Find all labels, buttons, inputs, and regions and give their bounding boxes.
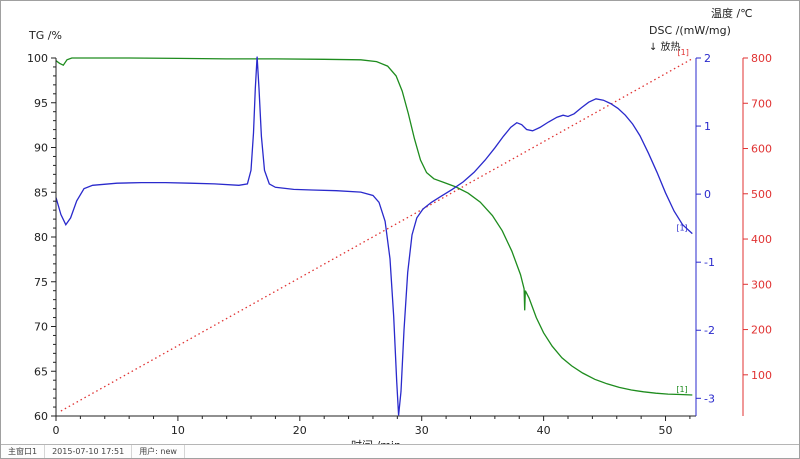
dsc-tick-label: 2 (704, 52, 711, 65)
curve-end-marker: [1] (678, 48, 689, 57)
status-window-title: 主窗口1 (1, 445, 46, 458)
status-user: 用户: new (132, 445, 185, 458)
status-datetime: 2015-07-10 17:51 (45, 445, 133, 458)
x-axis-title: 时间 /min (351, 439, 401, 446)
dsc-tick-label: -2 (704, 324, 715, 337)
tg-axis-title: TG /% (28, 29, 62, 42)
tg-tick-label: 65 (34, 365, 48, 378)
tg-tick-label: 60 (34, 410, 48, 423)
exothermic-down-label: ↓ 放热 (649, 40, 681, 53)
x-tick-label: 50 (659, 424, 673, 437)
temperature-tick-label: 800 (751, 52, 772, 65)
tg-curve (55, 57, 693, 396)
x-tick-label: 10 (171, 424, 185, 437)
tg-tick-label: 100 (27, 52, 48, 65)
temperature-curve (60, 57, 694, 412)
temperature-tick-label: 700 (751, 97, 772, 110)
dsc-tick-label: 1 (704, 120, 711, 133)
tg-tick-label: 95 (34, 97, 48, 110)
temperature-axis-title: 温度 /℃ (711, 6, 753, 20)
x-tick-label: 20 (293, 424, 307, 437)
tg-tick-label: 70 (34, 321, 48, 334)
dsc-curve (55, 56, 693, 416)
x-tick-label: 40 (537, 424, 551, 437)
tg-tick-label: 90 (34, 142, 48, 155)
status-bar: 主窗口1 2015-07-10 17:51 用户: new (1, 444, 799, 458)
curve-end-marker: [1] (676, 224, 687, 233)
dsc-axis-title: DSC /(mW/mg) (649, 24, 731, 37)
tg-tick-label: 85 (34, 186, 48, 199)
dsc-tick-label: -1 (704, 256, 715, 269)
x-tick-label: 30 (415, 424, 429, 437)
temperature-tick-label: 200 (751, 324, 772, 337)
dsc-tick-label: 0 (704, 188, 711, 201)
temperature-tick-label: 600 (751, 143, 772, 156)
curve-end-marker: [1] (676, 385, 687, 394)
temperature-tick-label: 400 (751, 233, 772, 246)
tg-tick-label: 75 (34, 276, 48, 289)
temperature-tick-label: 100 (751, 369, 772, 382)
tg-tick-label: 80 (34, 231, 48, 244)
temperature-tick-label: 300 (751, 278, 772, 291)
dsc-tick-label: -3 (704, 392, 715, 405)
temperature-tick-label: 500 (751, 188, 772, 201)
x-tick-label: 0 (53, 424, 60, 437)
